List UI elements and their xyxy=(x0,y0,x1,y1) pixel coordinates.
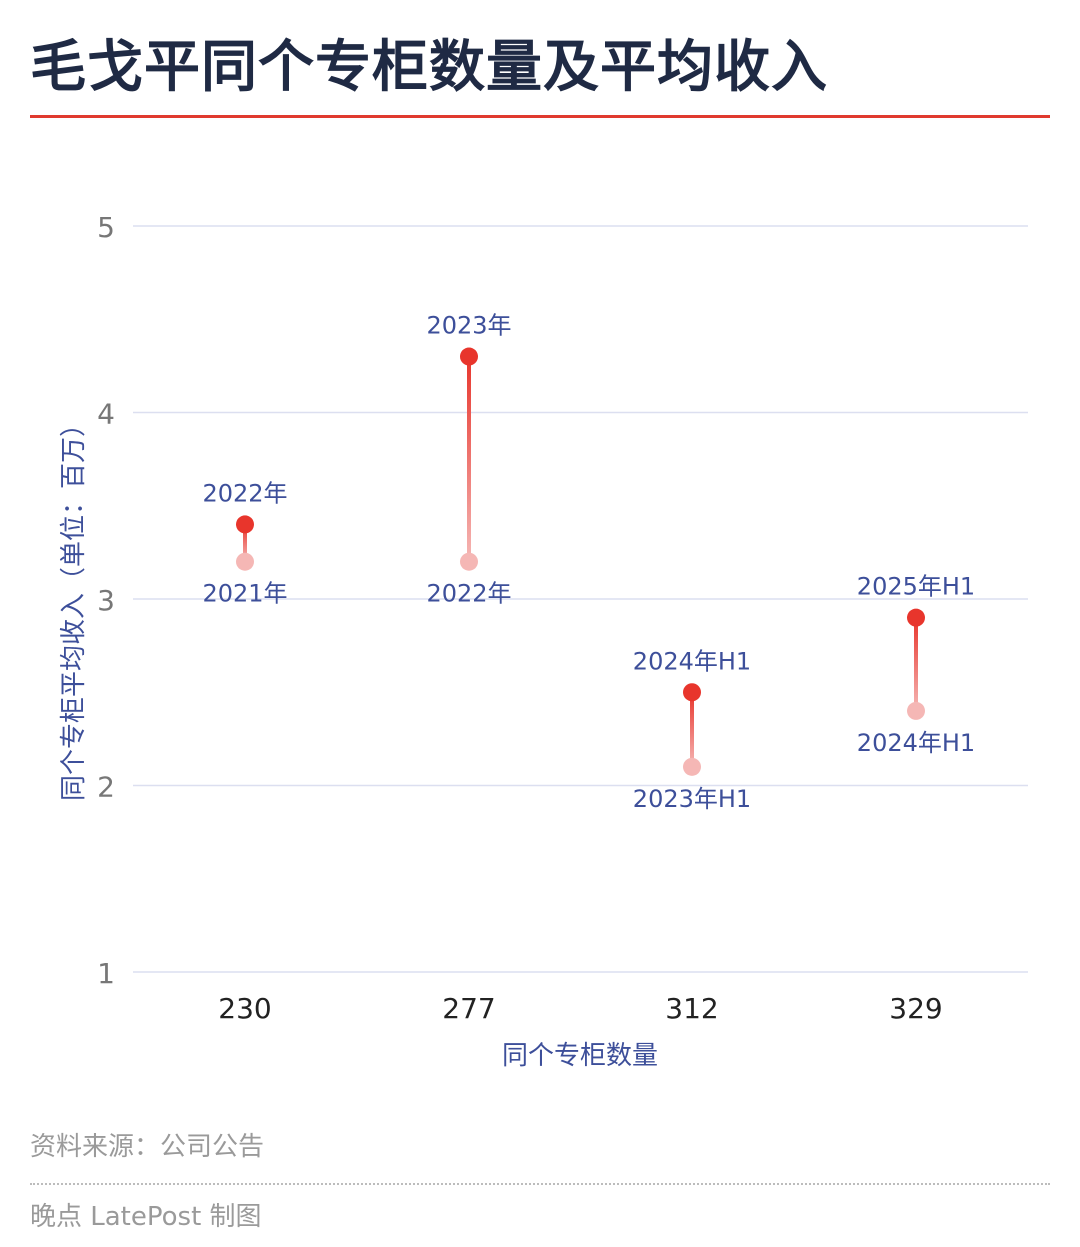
y-tick-labels: 1 2 3 4 5 xyxy=(97,211,115,990)
data-marks: 2022年 2021年 2023年 2022年 2024年H1 2023年H1 2025年H… xyxy=(202,312,975,813)
current-period-label: 2025年H1 xyxy=(857,573,975,601)
current-period-label: 2022年 xyxy=(202,479,287,507)
y-axis-label: 同个专柜平均收入（单位：百万） xyxy=(59,411,89,801)
grid-lines xyxy=(133,225,1028,973)
previous-period-point xyxy=(236,552,254,571)
y-tick-label: 5 xyxy=(97,211,115,244)
y-tick-label: 2 xyxy=(97,771,115,804)
chart-title: 毛戈平同个专柜数量及平均收入 xyxy=(30,35,828,100)
x-axis-label: 同个专柜数量 xyxy=(502,1041,658,1071)
previous-period-point xyxy=(460,552,478,571)
current-period-point xyxy=(683,683,701,702)
x-tick-label: 230 xyxy=(218,992,271,1025)
current-period-label: 2024年H1 xyxy=(633,647,751,675)
footer-divider xyxy=(30,1183,1050,1185)
previous-period-label: 2021年 xyxy=(202,580,287,608)
y-tick-label: 4 xyxy=(97,398,115,431)
connector-line xyxy=(467,356,471,562)
x-tick-label: 277 xyxy=(442,992,495,1025)
x-tick-label: 312 xyxy=(665,992,718,1025)
previous-period-point xyxy=(907,701,925,720)
current-period-point xyxy=(907,608,925,627)
credit-note: 晚点 LatePost 制图 xyxy=(30,1202,262,1232)
connector-line xyxy=(690,692,694,767)
current-period-point xyxy=(460,347,478,366)
current-period-label: 2023年 xyxy=(426,312,511,340)
current-period-point xyxy=(236,515,254,534)
source-note: 资料来源：公司公告 xyxy=(30,1132,265,1162)
previous-period-label: 2023年H1 xyxy=(633,785,751,813)
y-tick-label: 1 xyxy=(97,957,115,990)
previous-period-label: 2024年H1 xyxy=(857,729,975,757)
previous-period-point xyxy=(683,757,701,776)
y-tick-label: 3 xyxy=(97,584,115,617)
x-tick-labels: 230 277 312 329 xyxy=(218,992,942,1025)
title-underline xyxy=(30,115,1050,118)
previous-period-label: 2022年 xyxy=(426,580,511,608)
connector-line xyxy=(914,617,918,711)
connector-line xyxy=(243,524,247,562)
x-tick-label: 329 xyxy=(889,992,942,1025)
